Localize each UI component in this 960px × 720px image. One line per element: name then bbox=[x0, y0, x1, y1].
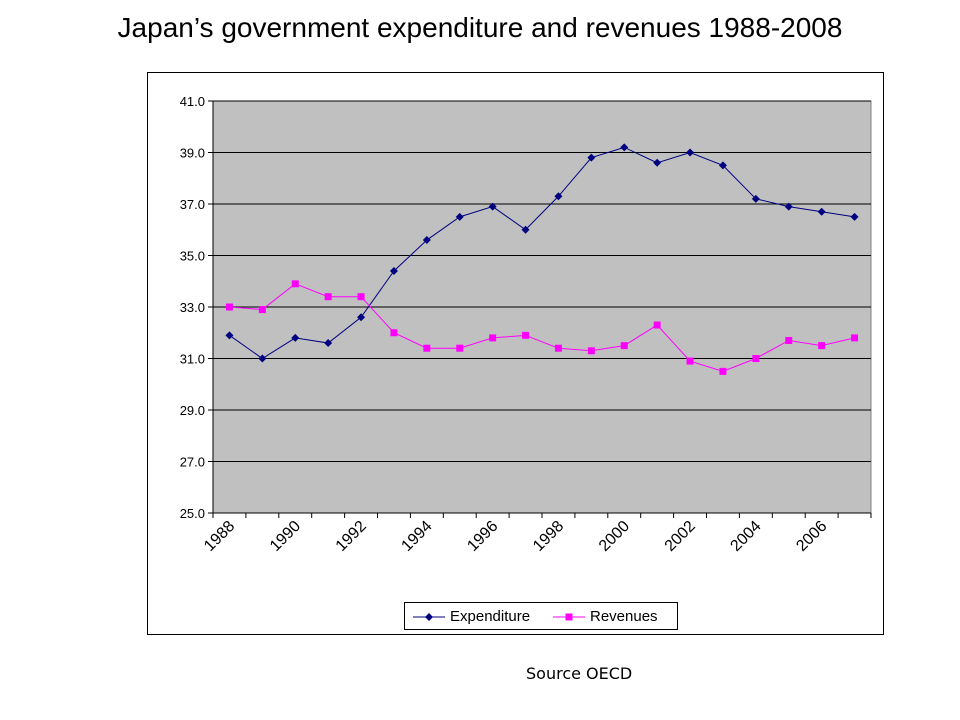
data-point-revenues bbox=[719, 367, 727, 375]
data-point-revenues bbox=[554, 344, 562, 352]
data-point-revenues bbox=[258, 306, 266, 314]
data-point-revenues bbox=[225, 303, 233, 311]
data-point-expenditure bbox=[653, 158, 662, 167]
slide-title: Japan’s government expenditure and reven… bbox=[117, 12, 843, 43]
data-point-expenditure bbox=[291, 333, 300, 342]
data-point-expenditure bbox=[587, 153, 596, 162]
data-point-revenues bbox=[390, 329, 398, 337]
data-point-expenditure bbox=[455, 212, 464, 221]
data-point-expenditure bbox=[422, 236, 431, 245]
data-point-revenues bbox=[620, 342, 628, 350]
y-tick-label: 31.0 bbox=[180, 352, 205, 367]
data-point-revenues bbox=[489, 334, 497, 342]
x-tick-label: 2000 bbox=[596, 518, 633, 555]
data-point-expenditure bbox=[718, 161, 727, 170]
legend-label-expenditure: Expenditure bbox=[450, 608, 531, 625]
data-point-revenues bbox=[522, 331, 530, 339]
y-tick-label: 25.0 bbox=[180, 506, 205, 521]
data-point-revenues bbox=[324, 293, 332, 301]
data-point-revenues bbox=[357, 293, 365, 301]
data-point-expenditure bbox=[620, 143, 629, 152]
data-point-revenues bbox=[686, 357, 694, 365]
x-tick-label: 1994 bbox=[398, 518, 435, 555]
data-point-expenditure bbox=[521, 225, 530, 234]
data-point-expenditure bbox=[324, 339, 333, 348]
data-point-expenditure bbox=[554, 192, 563, 201]
data-point-expenditure bbox=[817, 207, 826, 216]
chart-area: 25.0 27.0 29.0 31.0 33.0 35.0 37.0 39.0 41.0 1988… bbox=[147, 72, 884, 635]
data-point-expenditure bbox=[784, 202, 793, 211]
series-line-expenditure bbox=[229, 146, 855, 360]
data-point-revenues bbox=[653, 321, 661, 329]
data-point-revenues bbox=[851, 334, 859, 342]
y-tick-label: 33.0 bbox=[180, 300, 205, 315]
data-point-revenues bbox=[752, 355, 760, 362]
x-tick-label: 1990 bbox=[267, 518, 304, 555]
x-tick-label: 2004 bbox=[727, 518, 764, 555]
data-point-expenditure bbox=[225, 331, 234, 340]
y-tick-label: 35.0 bbox=[180, 249, 205, 264]
y-tick-label: 37.0 bbox=[180, 197, 205, 212]
y-tick-label: 41.0 bbox=[180, 94, 205, 109]
data-point-revenues bbox=[785, 336, 793, 344]
line-chart: 25.0 27.0 29.0 31.0 33.0 35.0 37.0 39.0 41.0 1988… bbox=[180, 94, 872, 555]
x-tick-label: 2006 bbox=[793, 518, 830, 555]
data-point-revenues bbox=[423, 344, 431, 352]
source-note: Source OECD bbox=[526, 664, 633, 683]
data-point-revenues bbox=[818, 342, 826, 350]
data-point-revenues bbox=[456, 344, 464, 352]
legend-swatch-expenditure bbox=[413, 613, 445, 621]
x-tick-label: 1998 bbox=[530, 518, 567, 555]
data-point-expenditure bbox=[258, 354, 267, 363]
y-tick-label: 27.0 bbox=[180, 455, 205, 470]
x-tick-label: 1996 bbox=[464, 518, 501, 555]
data-point-expenditure bbox=[357, 313, 366, 322]
y-tick-label: 39.0 bbox=[180, 146, 205, 161]
x-tick-label: 1992 bbox=[333, 518, 370, 555]
legend-label-revenues: Revenues bbox=[590, 608, 658, 625]
data-point-expenditure bbox=[488, 202, 497, 211]
data-point-expenditure bbox=[686, 148, 695, 157]
legend-swatch-revenues bbox=[553, 613, 585, 621]
series-line-revenues bbox=[229, 283, 855, 372]
data-point-expenditure bbox=[850, 212, 859, 221]
data-point-expenditure bbox=[389, 266, 398, 275]
x-tick-label: 2002 bbox=[662, 518, 699, 555]
data-point-expenditure bbox=[751, 194, 760, 203]
data-point-revenues bbox=[291, 280, 299, 288]
x-tick-label: 1988 bbox=[201, 518, 238, 555]
data-point-revenues bbox=[587, 347, 595, 355]
y-tick-label: 29.0 bbox=[180, 403, 205, 418]
chart-legend: Expenditure Revenues bbox=[404, 602, 678, 630]
